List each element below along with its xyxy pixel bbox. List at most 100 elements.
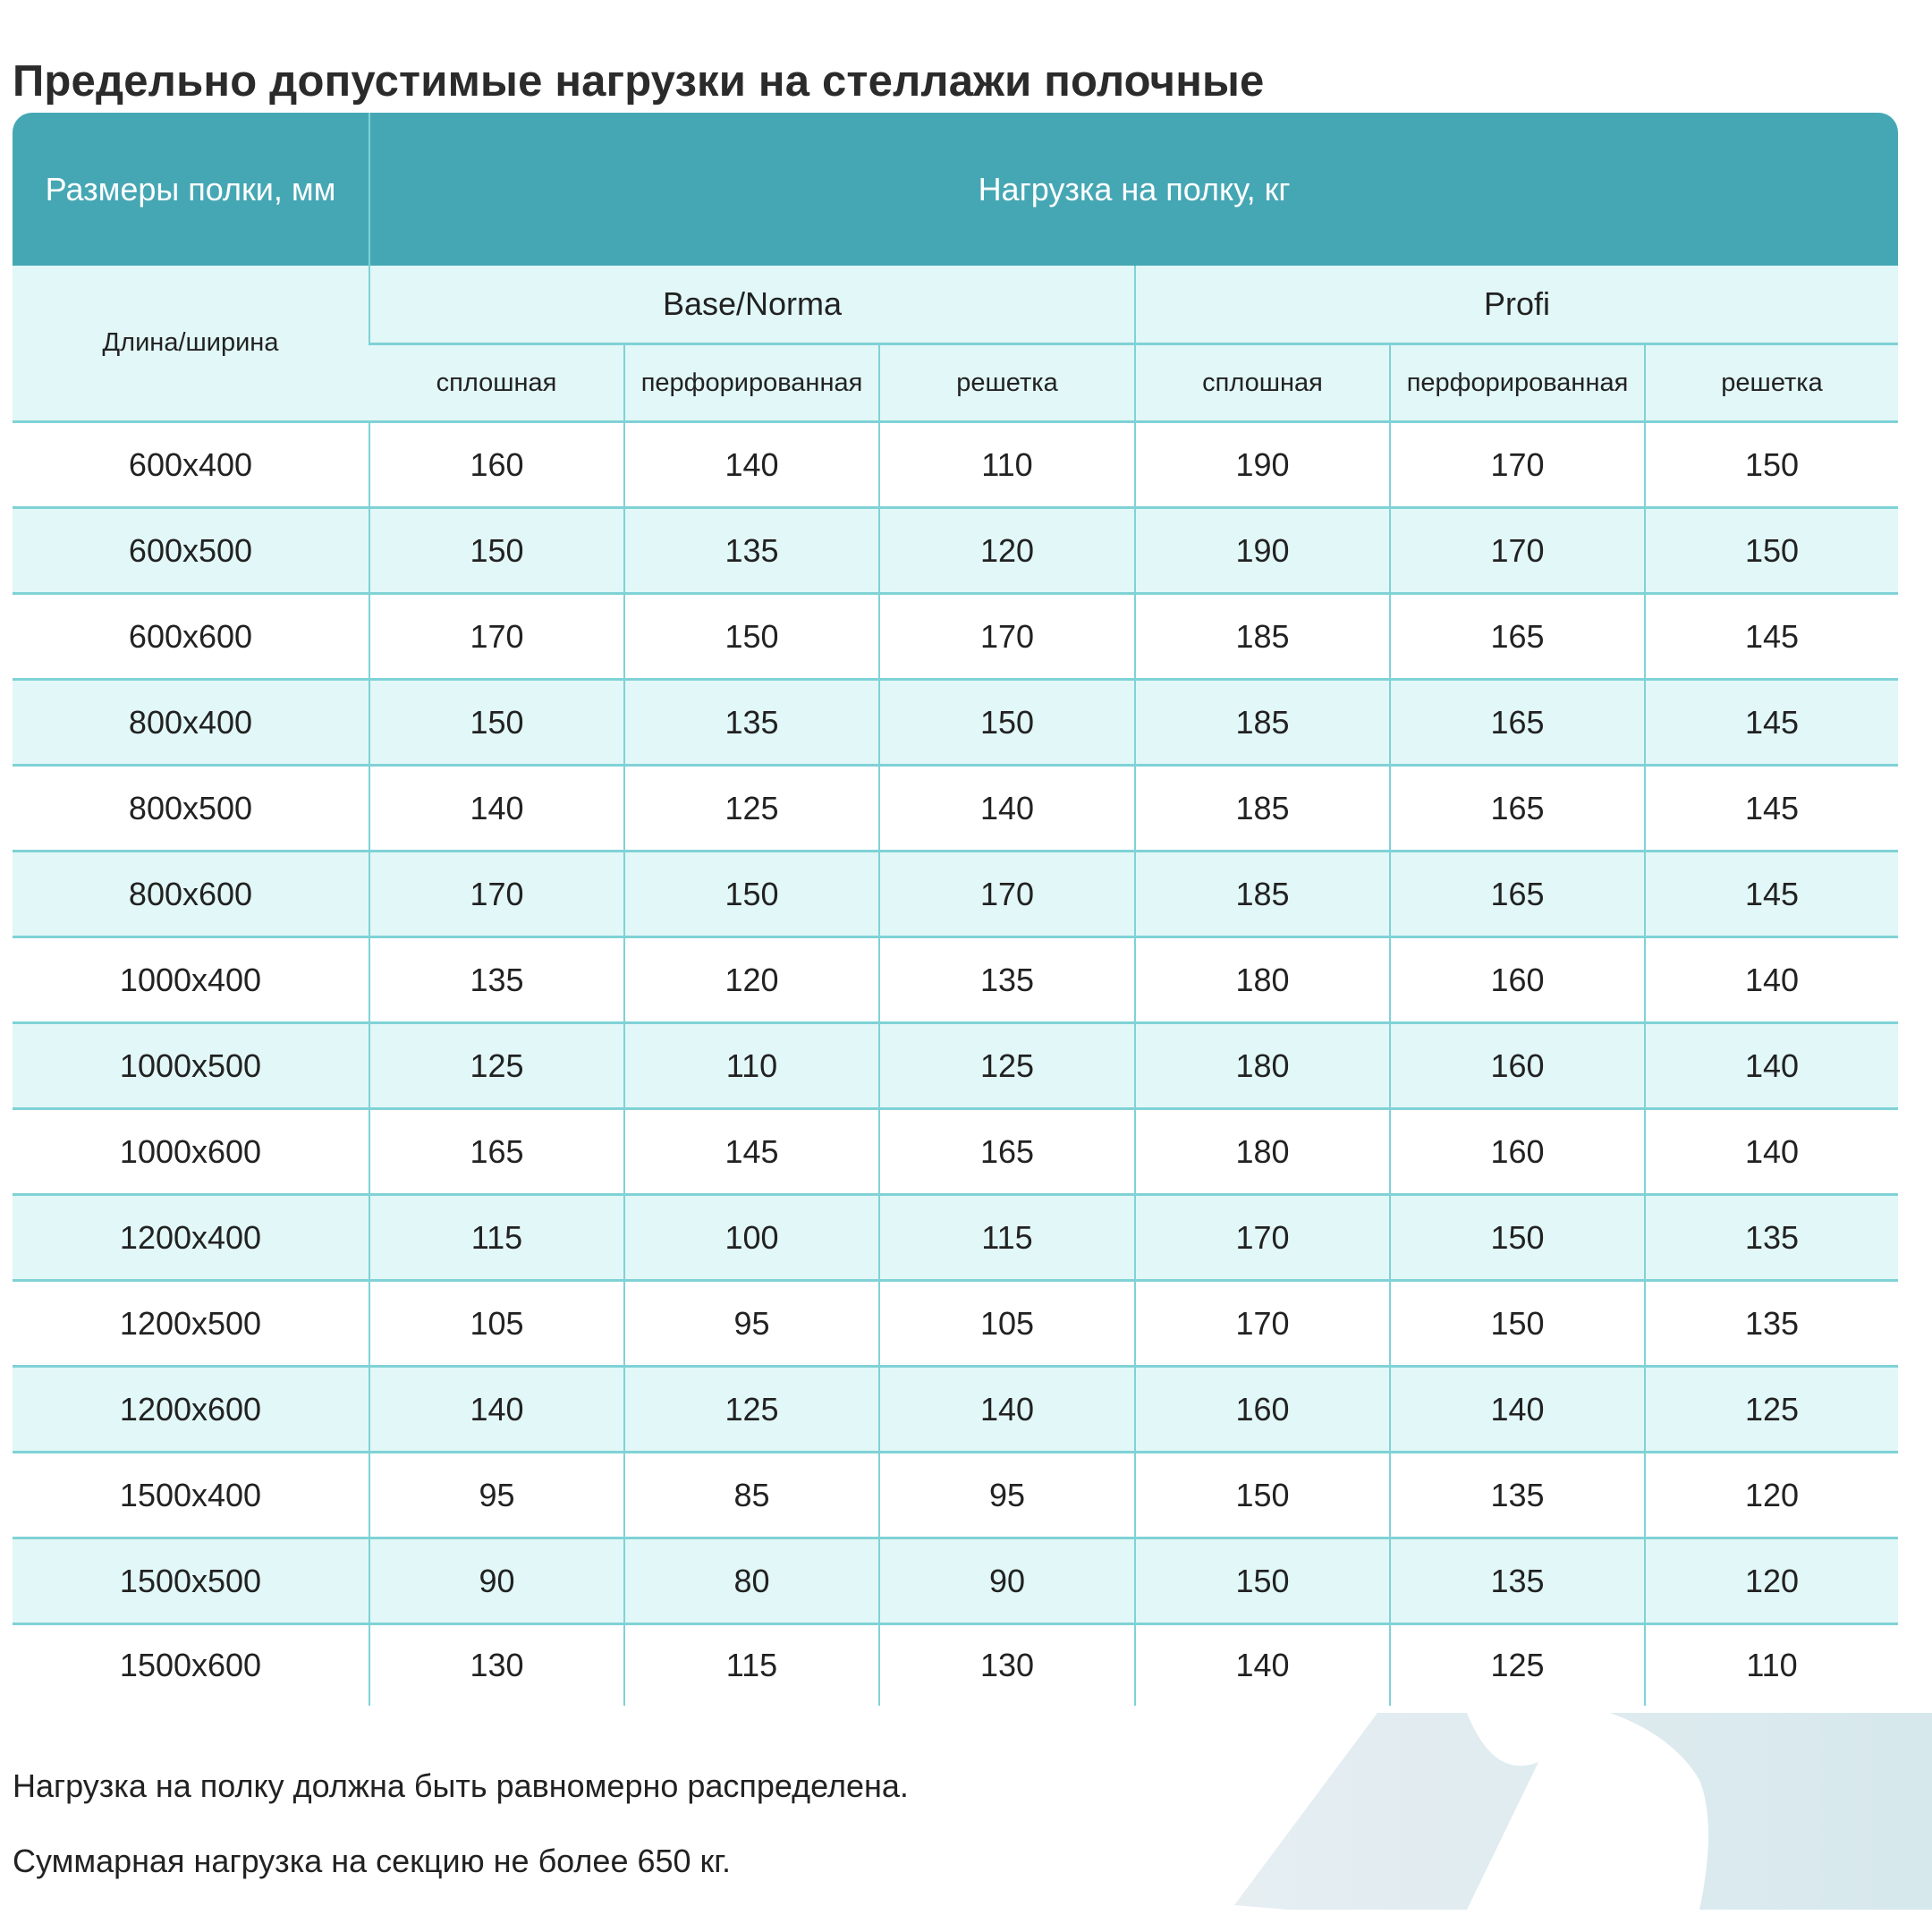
size-cell: 1200x500 bbox=[13, 1279, 369, 1367]
load-value-cell: 115 bbox=[369, 1193, 624, 1281]
load-value-cell: 85 bbox=[623, 1451, 879, 1538]
size-cell: 800x500 bbox=[13, 764, 369, 852]
load-value-cell: 125 bbox=[369, 1021, 624, 1109]
table-row: 1000x400 135 120 135 180 160 140 bbox=[13, 936, 1899, 1023]
load-value-cell: 145 bbox=[1643, 850, 1899, 937]
size-cell: 600x400 bbox=[13, 420, 369, 508]
table-row: 1000x500 125 110 125 180 160 140 bbox=[13, 1021, 1899, 1109]
load-value-cell: 95 bbox=[623, 1279, 879, 1367]
load-header: Нагрузка на полку, кг bbox=[368, 113, 1899, 266]
load-value-cell: 165 bbox=[1389, 678, 1645, 766]
load-value-cell: 125 bbox=[623, 1365, 879, 1453]
load-value-cell: 185 bbox=[1134, 678, 1390, 766]
load-value-cell: 160 bbox=[1389, 936, 1645, 1023]
load-value-cell: 170 bbox=[1134, 1193, 1390, 1281]
load-value-cell: 120 bbox=[1643, 1451, 1899, 1538]
table-body: 600x400 160 140 110 190 170 150 600x500 150 135 12… bbox=[13, 420, 1899, 1706]
load-value-cell: 150 bbox=[1389, 1279, 1645, 1367]
table-row: 1500x400 95 85 95 150 135 120 bbox=[13, 1451, 1899, 1538]
load-value-cell: 135 bbox=[1389, 1451, 1645, 1538]
load-value-cell: 145 bbox=[1643, 678, 1899, 766]
subcolumn-header-row: сплошная перфорированная решетка сплошна… bbox=[13, 343, 1899, 422]
load-value-cell: 135 bbox=[1389, 1537, 1645, 1624]
load-value-cell: 165 bbox=[1389, 850, 1645, 937]
load-value-cell: 125 bbox=[878, 1021, 1135, 1109]
load-value-cell: 135 bbox=[1643, 1279, 1899, 1367]
load-value-cell: 125 bbox=[623, 764, 879, 852]
load-value-cell: 160 bbox=[1389, 1107, 1645, 1195]
sizes-header: Размеры полки, мм bbox=[13, 113, 369, 266]
load-value-cell: 170 bbox=[1389, 506, 1645, 594]
load-value-cell: 90 bbox=[369, 1537, 624, 1624]
load-value-cell: 115 bbox=[878, 1193, 1135, 1281]
load-value-cell: 135 bbox=[623, 678, 879, 766]
load-value-cell: 140 bbox=[878, 1365, 1135, 1453]
load-value-cell: 180 bbox=[1134, 936, 1390, 1023]
size-cell: 1000x500 bbox=[13, 1021, 369, 1109]
subcol-perforated: перфорированная bbox=[623, 343, 879, 422]
load-value-cell: 150 bbox=[878, 678, 1135, 766]
page-title: Предельно допустимые нагрузки на стеллаж… bbox=[13, 56, 1265, 106]
background-decoration bbox=[1234, 1713, 1932, 1910]
table-row: 1000x600 165 145 165 180 160 140 bbox=[13, 1107, 1899, 1195]
size-cell: 600x600 bbox=[13, 592, 369, 680]
size-cell: 1200x600 bbox=[13, 1365, 369, 1453]
load-value-cell: 110 bbox=[878, 420, 1135, 508]
load-value-cell: 150 bbox=[1389, 1193, 1645, 1281]
table-row: 800x400 150 135 150 185 165 145 bbox=[13, 678, 1899, 766]
size-cell: 1000x600 bbox=[13, 1107, 369, 1195]
load-value-cell: 115 bbox=[623, 1623, 879, 1706]
load-value-cell: 160 bbox=[1389, 1021, 1645, 1109]
load-value-cell: 170 bbox=[369, 850, 624, 937]
load-value-cell: 170 bbox=[878, 850, 1135, 937]
load-value-cell: 165 bbox=[1389, 764, 1645, 852]
size-cell: 600x500 bbox=[13, 506, 369, 594]
table-row: 600x500 150 135 120 190 170 150 bbox=[13, 506, 1899, 594]
load-value-cell: 125 bbox=[1643, 1365, 1899, 1453]
load-value-cell: 180 bbox=[1134, 1021, 1390, 1109]
size-cell: 1000x400 bbox=[13, 936, 369, 1023]
load-value-cell: 140 bbox=[1134, 1623, 1390, 1706]
load-value-cell: 150 bbox=[623, 592, 879, 680]
load-value-cell: 130 bbox=[369, 1623, 624, 1706]
subcol-solid: сплошная bbox=[1134, 343, 1390, 422]
load-value-cell: 190 bbox=[1134, 420, 1390, 508]
table-header-row: Размеры полки, мм Нагрузка на полку, кг bbox=[13, 113, 1899, 266]
table-row: 600x400 160 140 110 190 170 150 bbox=[13, 420, 1899, 508]
load-value-cell: 150 bbox=[369, 678, 624, 766]
load-value-cell: 120 bbox=[878, 506, 1135, 594]
load-value-cell: 150 bbox=[1643, 506, 1899, 594]
load-value-cell: 170 bbox=[369, 592, 624, 680]
load-value-cell: 95 bbox=[369, 1451, 624, 1538]
load-value-cell: 95 bbox=[878, 1451, 1135, 1538]
table-row: 1200x500 105 95 105 170 150 135 bbox=[13, 1279, 1899, 1367]
load-value-cell: 160 bbox=[369, 420, 624, 508]
load-value-cell: 165 bbox=[1389, 592, 1645, 680]
table-row: 1200x400 115 100 115 170 150 135 bbox=[13, 1193, 1899, 1281]
load-value-cell: 135 bbox=[1643, 1193, 1899, 1281]
group-header-row: Длина/ширина Base/Norma Profi bbox=[13, 266, 1899, 423]
load-value-cell: 120 bbox=[623, 936, 879, 1023]
load-value-cell: 140 bbox=[1643, 1107, 1899, 1195]
load-table: Размеры полки, мм Нагрузка на полку, кг … bbox=[13, 113, 1899, 1706]
note-section-max-load: Суммарная нагрузка на секцию не более 65… bbox=[13, 1843, 732, 1879]
load-value-cell: 150 bbox=[369, 506, 624, 594]
table-row: 600x600 170 150 170 185 165 145 bbox=[13, 592, 1899, 680]
load-value-cell: 105 bbox=[878, 1279, 1135, 1367]
load-value-cell: 190 bbox=[1134, 506, 1390, 594]
load-value-cell: 90 bbox=[878, 1537, 1135, 1624]
load-value-cell: 125 bbox=[1389, 1623, 1645, 1706]
load-value-cell: 170 bbox=[1134, 1279, 1390, 1367]
size-cell: 800x600 bbox=[13, 850, 369, 937]
size-cell: 800x400 bbox=[13, 678, 369, 766]
note-even-distribution: Нагрузка на полку должна быть равномерно… bbox=[13, 1767, 909, 1804]
load-value-cell: 130 bbox=[878, 1623, 1135, 1706]
subcol-grid: решетка bbox=[1643, 343, 1899, 422]
table-row: 1500x500 90 80 90 150 135 120 bbox=[13, 1537, 1899, 1624]
load-value-cell: 150 bbox=[1134, 1537, 1390, 1624]
load-value-cell: 145 bbox=[1643, 592, 1899, 680]
subcol-solid: сплошная bbox=[369, 343, 624, 422]
group-profi: Profi bbox=[1133, 266, 1899, 345]
load-value-cell: 80 bbox=[623, 1537, 879, 1624]
load-value-cell: 140 bbox=[1643, 936, 1899, 1023]
